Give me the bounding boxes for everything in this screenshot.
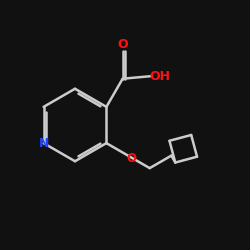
- Text: O: O: [117, 38, 128, 52]
- Text: O: O: [127, 152, 137, 165]
- Text: N: N: [38, 136, 49, 149]
- Text: OH: OH: [150, 70, 171, 83]
